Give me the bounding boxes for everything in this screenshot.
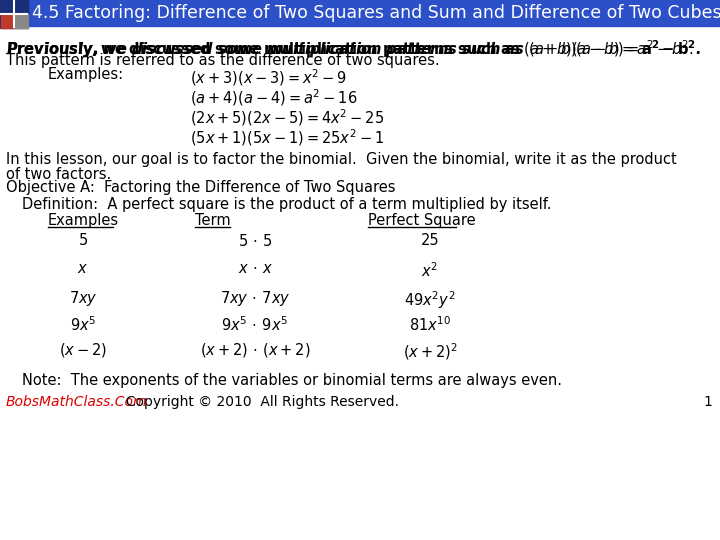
- Text: 5: 5: [78, 233, 88, 248]
- Text: of two factors.: of two factors.: [6, 167, 112, 182]
- Text: Definition:  A perfect square is the product of a term multiplied by itself.: Definition: A perfect square is the prod…: [22, 197, 552, 212]
- Bar: [0, 0, 28, 28]
- Text: 1: 1: [703, 395, 712, 409]
- Bar: [0, 0, 720, 26]
- Text: $81x^{10}$: $81x^{10}$: [409, 315, 451, 334]
- Text: $(5x+1)(5x-1) = 25x^2-1$: $(5x+1)(5x-1) = 25x^2-1$: [190, 127, 384, 148]
- Text: This pattern is referred to as the difference of two squares.: This pattern is referred to as the diffe…: [6, 53, 440, 68]
- Text: 25: 25: [420, 233, 439, 248]
- Text: $7xy$: $7xy$: [68, 289, 97, 308]
- Bar: [14, 14, 28, 28]
- Text: $5\,\cdot\,5$: $5\,\cdot\,5$: [238, 233, 272, 249]
- Text: Objective A:  Factoring the Difference of Two Squares: Objective A: Factoring the Difference of…: [6, 180, 395, 195]
- Text: Previously, we discussed some multiplication patterns such as $(a+b)(a-b) = \mat: Previously, we discussed some multiplica…: [6, 38, 701, 60]
- Text: $(2x+5)(2x-5) = 4x^2-25$: $(2x+5)(2x-5) = 4x^2-25$: [190, 107, 384, 127]
- Text: Copyright © 2010  All Rights Reserved.: Copyright © 2010 All Rights Reserved.: [117, 395, 399, 409]
- Text: $(x+3)(x-3) = x^2-9$: $(x+3)(x-3) = x^2-9$: [190, 67, 347, 87]
- Text: $7xy\,\cdot\,7xy$: $7xy\,\cdot\,7xy$: [220, 289, 290, 308]
- Text: $(a+4)(a-4) = a^2-16$: $(a+4)(a-4) = a^2-16$: [190, 87, 358, 107]
- Text: Note:  The exponents of the variables or binomial terms are always even.: Note: The exponents of the variables or …: [22, 373, 562, 388]
- Text: Examples: Examples: [48, 213, 119, 228]
- Text: $(x+2)\,\cdot\,(x+2)$: $(x+2)\,\cdot\,(x+2)$: [199, 341, 310, 359]
- Text: $(x+2)^2$: $(x+2)^2$: [402, 341, 457, 362]
- Text: 4.5 Factoring: Difference of Two Squares and Sum and Difference of Two Cubes: 4.5 Factoring: Difference of Two Squares…: [32, 4, 720, 22]
- Text: $\mathbf{Previously, we\ discussed\ some\ multiplication\ patterns\ such\ as}$$\: $\mathbf{Previously, we\ discussed\ some…: [6, 38, 694, 60]
- Text: $9x^5\,\cdot\,9x^5$: $9x^5\,\cdot\,9x^5$: [222, 315, 289, 334]
- Text: In this lesson, our goal is to factor the binomial.  Given the binomial, write i: In this lesson, our goal is to factor th…: [6, 152, 677, 167]
- Text: $x^2$: $x^2$: [421, 261, 438, 280]
- Text: $(x-2)$: $(x-2)$: [59, 341, 107, 359]
- Text: Examples:: Examples:: [48, 67, 124, 82]
- Text: $x\,\cdot\,x$: $x\,\cdot\,x$: [238, 261, 272, 276]
- Text: Term: Term: [195, 213, 230, 228]
- Text: $9x^5$: $9x^5$: [70, 315, 96, 334]
- Text: Perfect Square: Perfect Square: [368, 213, 476, 228]
- Text: $x$: $x$: [78, 261, 89, 276]
- Text: BobsMathClass.Com: BobsMathClass.Com: [6, 395, 148, 409]
- Text: $49x^2y^2$: $49x^2y^2$: [404, 289, 456, 310]
- Bar: [1, 14, 14, 28]
